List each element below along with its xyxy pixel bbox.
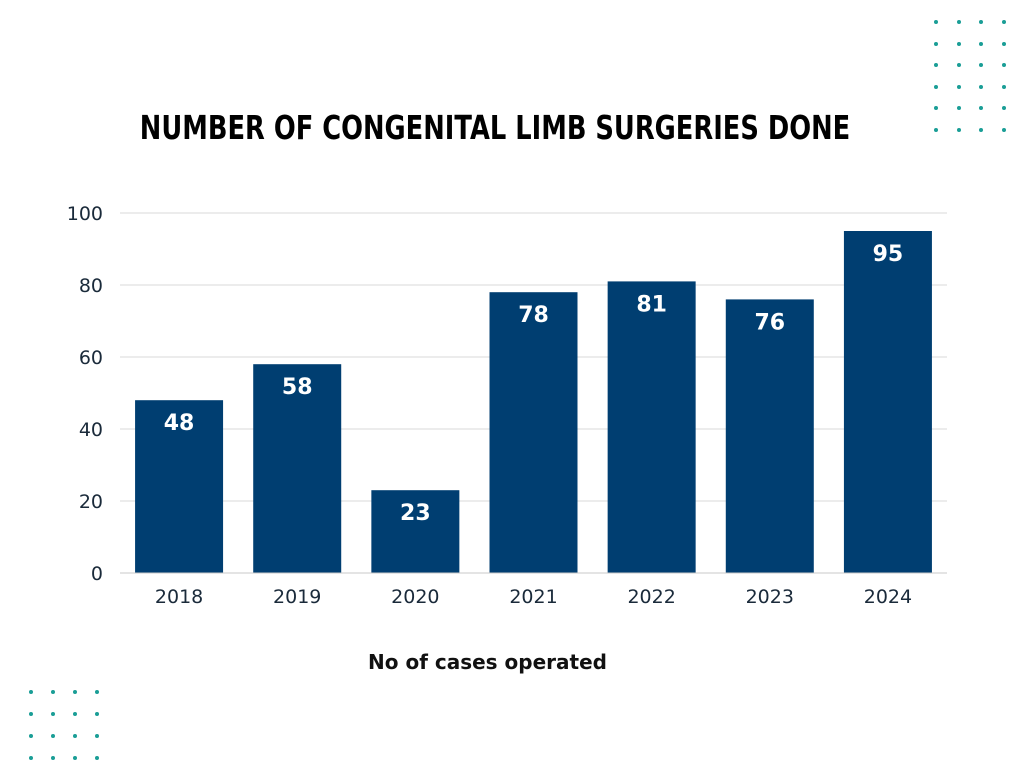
y-tick-label: 20 [79, 491, 103, 513]
data-label-2022: 81 [636, 292, 667, 317]
decorative-dot [29, 712, 33, 716]
decorative-dot [95, 756, 99, 760]
bar-2023 [725, 299, 814, 573]
decorative-dot [956, 20, 961, 24]
decorative-dot [956, 63, 961, 67]
decorative-dot [95, 690, 99, 694]
bar-2022 [607, 281, 696, 573]
decorative-dot [1001, 20, 1006, 24]
chart-title: NUMBER OF CONGENITAL LIMB SURGERIES DONE [139, 108, 851, 147]
decorative-dot [934, 41, 938, 46]
decorative-dot [956, 127, 961, 132]
x-tick-label: 2020 [391, 586, 439, 608]
x-tick-label: 2022 [627, 586, 675, 608]
y-tick-label: 0 [91, 563, 103, 585]
bar-2020 [371, 490, 460, 573]
bars: 48 58 23 78 81 76 95 [135, 231, 932, 573]
decorative-dot [979, 20, 983, 24]
data-label-2023: 76 [754, 310, 785, 335]
y-axis-ticks: 0 20 40 60 80 100 [67, 203, 103, 585]
decorative-dot [29, 734, 33, 738]
decorative-dot [73, 756, 77, 760]
x-tick-label: 2019 [273, 586, 321, 608]
bar-2018 [135, 400, 224, 573]
x-tick-label: 2021 [509, 586, 557, 608]
decorative-dot [979, 127, 983, 132]
x-axis-title: No of cases operated [368, 650, 607, 674]
decorative-dot [956, 106, 961, 110]
decorative-dot [1001, 41, 1006, 46]
decorative-dot [73, 734, 77, 738]
decorative-dot [29, 690, 33, 694]
x-tick-label: 2018 [155, 586, 203, 608]
decorative-dot [956, 84, 961, 89]
bar-2024 [843, 231, 932, 573]
x-axis-ticks: 2018 2019 2020 2021 2022 2023 2024 [155, 586, 912, 608]
decorative-dot [934, 63, 938, 67]
data-label-2020: 23 [400, 501, 431, 526]
decorative-dot [934, 84, 938, 89]
decorative-dot [1001, 84, 1006, 89]
decorative-dot [29, 756, 33, 760]
x-tick-label: 2023 [746, 586, 794, 608]
decorative-dot [1001, 127, 1006, 132]
decorative-dot [51, 756, 55, 760]
y-tick-label: 40 [79, 419, 103, 441]
decorative-dot [979, 41, 983, 46]
decorative-dot [979, 106, 983, 110]
y-tick-label: 80 [79, 275, 103, 297]
decorative-dot [51, 690, 55, 694]
data-label-2024: 95 [873, 242, 904, 267]
decorative-dot [51, 712, 55, 716]
decorative-dot [73, 690, 77, 694]
decorative-dot [934, 127, 938, 132]
decorative-dot [95, 712, 99, 716]
decorative-dot [95, 734, 99, 738]
decorative-dot [979, 84, 983, 89]
bar-2021 [489, 292, 578, 573]
decorative-dot [51, 734, 55, 738]
decorative-dot [979, 63, 983, 67]
bar-2019 [253, 364, 342, 573]
y-tick-label: 60 [79, 347, 103, 369]
decorative-dot [1001, 106, 1006, 110]
data-label-2018: 48 [164, 411, 195, 436]
decorative-dot [1001, 63, 1006, 67]
y-tick-label: 100 [67, 203, 103, 225]
decorative-dot [934, 106, 938, 110]
x-tick-label: 2024 [864, 586, 912, 608]
decorative-dot [73, 712, 77, 716]
data-label-2019: 58 [282, 375, 313, 400]
decorative-dot [956, 41, 961, 46]
data-label-2021: 78 [518, 303, 549, 328]
decorative-dot [934, 20, 938, 24]
